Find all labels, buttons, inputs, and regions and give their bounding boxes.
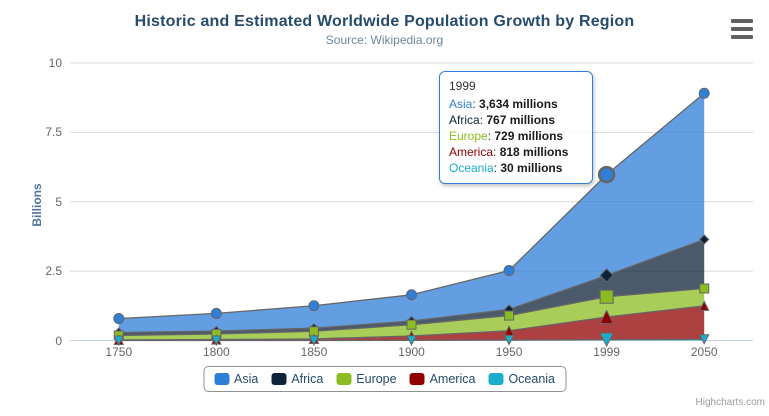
- legend-swatch-icon: [214, 373, 229, 385]
- x-axis-label-1800: 1800: [202, 344, 230, 359]
- data-point-asia-1850[interactable]: [308, 300, 320, 312]
- data-point-europe-2050[interactable]: [699, 283, 710, 294]
- legend-item-label: Oceania: [508, 372, 555, 386]
- legend-swatch-icon: [271, 373, 287, 385]
- area-america[interactable]: [118, 305, 705, 341]
- data-point-asia-1750[interactable]: [113, 313, 125, 325]
- data-point-africa-2050[interactable]: [699, 234, 710, 245]
- data-point-oceania-1800[interactable]: [211, 335, 222, 347]
- data-point-asia-1999[interactable]: [597, 165, 616, 184]
- data-point-oceania-1950[interactable]: [503, 335, 515, 346]
- chart-subtitle: Source: Wikipedia.org: [325, 33, 444, 47]
- data-point-oceania-1750[interactable]: [113, 335, 125, 347]
- legend-item-europe[interactable]: Europe: [336, 372, 397, 386]
- data-point-oceania-1900[interactable]: [406, 335, 417, 346]
- x-axis-label-1900: 1900: [398, 344, 425, 359]
- tooltip-series-name: America: [449, 145, 494, 159]
- tooltip-series-name: Africa: [449, 113, 480, 127]
- y-axis-label-0: 0: [55, 333, 62, 348]
- tooltip-value: 3,634 millions: [479, 97, 558, 111]
- tooltip-value: 30 millions: [500, 161, 563, 175]
- tooltip-series-name: Asia: [449, 97, 473, 111]
- data-point-europe-1950[interactable]: [504, 310, 515, 321]
- x-axis-label-1950: 1950: [495, 344, 523, 359]
- hamburger-icon: [731, 27, 753, 31]
- y-axis-label-2.5: 2.5: [45, 264, 62, 279]
- data-point-america-1999[interactable]: [599, 309, 614, 324]
- x-axis-label-2050: 2050: [690, 344, 718, 359]
- area-asia[interactable]: [118, 93, 705, 333]
- legend-item-america[interactable]: America: [409, 372, 476, 386]
- legend: Asia Africa Europe America Oceania: [203, 366, 566, 392]
- legend-item-label: Africa: [291, 372, 324, 386]
- legend-item-africa[interactable]: Africa: [271, 372, 323, 386]
- x-axis-label-1850: 1850: [300, 344, 328, 359]
- data-point-oceania-2050[interactable]: [698, 334, 710, 345]
- tooltip-row-europe: Europe: 729 millions: [449, 128, 583, 144]
- tooltip-separator: :: [493, 161, 501, 175]
- tooltip-series-name: Oceania: [449, 161, 494, 175]
- area-africa[interactable]: [118, 239, 705, 336]
- y-axis-label-5: 5: [55, 194, 62, 209]
- tooltip-row-asia: Asia: 3,634 millions: [449, 96, 583, 112]
- legend-item-oceania[interactable]: Oceania: [488, 372, 555, 386]
- data-point-america-2050[interactable]: [698, 300, 710, 311]
- data-point-europe-1999[interactable]: [599, 289, 614, 304]
- data-point-asia-1800[interactable]: [210, 307, 222, 319]
- legend-item-label: Asia: [234, 372, 259, 386]
- data-point-asia-1950[interactable]: [503, 265, 515, 277]
- x-axis-label-1750: 1750: [105, 344, 133, 359]
- tooltip-separator: :: [472, 97, 480, 111]
- tooltip-value: 818 millions: [499, 145, 569, 159]
- data-point-oceania-1999[interactable]: [599, 332, 614, 348]
- data-point-africa-1999[interactable]: [599, 268, 614, 283]
- tooltip-separator: :: [493, 145, 500, 159]
- tooltip-value: 729 millions: [494, 129, 564, 143]
- legend-swatch-icon: [488, 373, 504, 385]
- tooltip: 1999 Asia: 3,634 millions Africa: 767 mil…: [439, 71, 593, 184]
- y-axis-title: Billions: [30, 183, 44, 227]
- data-point-asia-1900[interactable]: [406, 289, 417, 301]
- legend-item-label: Europe: [356, 372, 397, 386]
- x-axis-label-1999: 1999: [593, 344, 620, 359]
- hamburger-icon: [731, 19, 753, 23]
- y-axis-label-7.5: 7.5: [45, 125, 62, 140]
- legend-item-label: America: [429, 372, 476, 386]
- tooltip-row-africa: Africa: 767 millions: [449, 112, 583, 128]
- tooltip-row-oceania: Oceania: 30 millions: [449, 160, 583, 176]
- credits-link[interactable]: Highcharts.com: [695, 397, 765, 408]
- legend-swatch-icon: [409, 373, 425, 385]
- hamburger-icon: [731, 35, 753, 39]
- data-point-oceania-1850[interactable]: [308, 335, 320, 347]
- tooltip-value: 767 millions: [486, 113, 556, 127]
- tooltip-header: 1999: [449, 79, 476, 93]
- data-point-europe-1900[interactable]: [406, 319, 417, 330]
- legend-item-asia[interactable]: Asia: [214, 372, 258, 386]
- legend-swatch-icon: [336, 373, 352, 385]
- chart-title: Historic and Estimated Worldwide Populat…: [134, 13, 635, 30]
- data-point-asia-2050[interactable]: [698, 87, 710, 99]
- tooltip-series-name: Europe: [449, 129, 488, 143]
- export-menu-button[interactable]: [731, 19, 755, 39]
- y-axis-label-10: 10: [48, 56, 62, 70]
- tooltip-row-america: America: 818 millions: [449, 144, 583, 160]
- tooltip-separator: :: [487, 129, 495, 143]
- tooltip-separator: :: [479, 113, 487, 127]
